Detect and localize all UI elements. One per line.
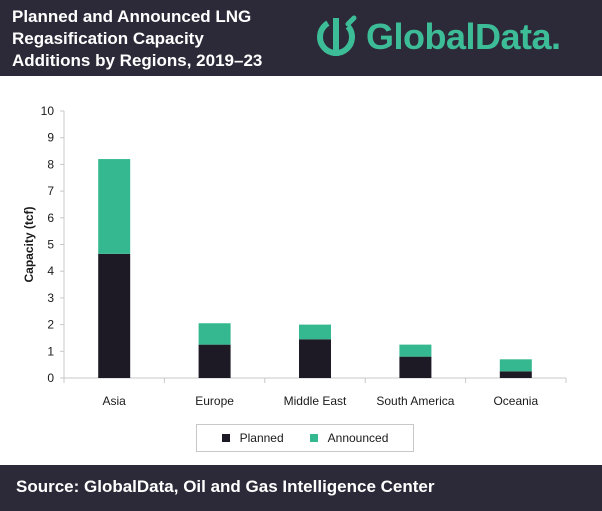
chart-legend: Planned Announced: [196, 424, 414, 452]
legend-swatch-announced: [309, 434, 318, 442]
bar-announced-oceania: [499, 359, 532, 372]
header-banner: Planned and Announced LNG Regasification…: [0, 0, 602, 76]
bar-planned-europe: [198, 344, 231, 378]
x-tick-label: Asia: [103, 394, 127, 408]
bar-announced-south-america: [399, 344, 432, 357]
logo-text: GlobalData.: [366, 16, 561, 57]
chart-title: Planned and Announced LNG Regasification…: [12, 6, 312, 72]
bar-announced-europe: [198, 323, 231, 345]
bar-planned-middle-east: [299, 339, 331, 378]
bar-announced-asia: [98, 159, 131, 254]
legend-label-announced: Announced: [327, 431, 389, 445]
x-tick-label: Oceania: [493, 394, 538, 408]
y-tick-label: 6: [47, 211, 54, 225]
y-axis-title: Capacity (tcf): [22, 206, 36, 282]
y-tick-label: 9: [47, 131, 54, 145]
bar-announced-middle-east: [299, 324, 331, 340]
bar-planned-oceania: [499, 371, 532, 378]
globaldata-logo-icon: [317, 15, 357, 56]
x-tick-label: Middle East: [284, 394, 347, 408]
y-tick-label: 0: [47, 371, 54, 385]
stacked-bar-chart: 0 1 2 3 4 5 6 7 8 9 10 Capacity (tcf) Asia Europe Midd…: [22, 104, 567, 408]
bar-planned-south-america: [399, 356, 432, 378]
legend-swatch-planned: [221, 434, 230, 442]
y-tick-label: 2: [47, 318, 54, 332]
title-line-3: Additions by Regions, 2019–23: [12, 51, 263, 70]
y-tick-label: 5: [47, 238, 54, 252]
legend-item-planned: Planned: [221, 431, 284, 445]
y-tick-label: 1: [47, 344, 54, 358]
footer-banner: Source: GlobalData, Oil and Gas Intellig…: [0, 465, 602, 511]
y-tick-label: 3: [47, 291, 54, 305]
legend-label-planned: Planned: [239, 431, 284, 445]
globaldata-logo: GlobalData.: [314, 12, 561, 62]
x-tick-label: Europe: [195, 394, 234, 408]
source-note: Source: GlobalData, Oil and Gas Intellig…: [16, 477, 435, 496]
y-tick-label: 8: [47, 157, 54, 171]
legend-item-announced: Announced: [309, 431, 389, 445]
bar-planned-asia: [98, 253, 131, 378]
title-line-2: Regasification Capacity: [12, 29, 204, 48]
y-tick-label: 7: [47, 184, 54, 198]
y-tick-label: 10: [41, 104, 55, 118]
x-tick-label: South America: [376, 394, 454, 408]
title-line-1: Planned and Announced LNG: [12, 7, 252, 26]
y-tick-label: 4: [47, 264, 54, 278]
